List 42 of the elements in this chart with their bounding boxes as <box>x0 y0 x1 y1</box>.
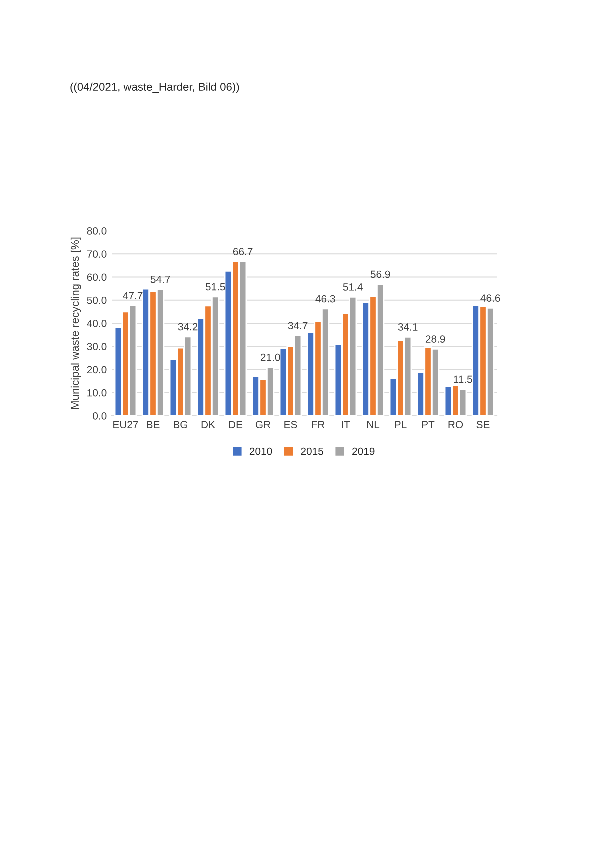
y-tick-label: 50.0 <box>87 296 107 304</box>
data-label: 46.6 <box>480 294 500 302</box>
x-tick-label: BE <box>147 421 160 428</box>
data-label: 51.4 <box>343 284 363 291</box>
data-label: 21.0 <box>260 354 280 362</box>
data-label: 66.7 <box>233 248 253 256</box>
y-tick-label: 10.0 <box>88 389 107 397</box>
legend-label: 2019 <box>352 448 375 456</box>
x-tick-label: DE <box>229 421 243 428</box>
data-label: 11.5 <box>454 376 472 384</box>
x-tick-label: EU27 <box>114 421 138 429</box>
data-label: 47.7 <box>123 292 143 300</box>
y-tick-label: 20.0 <box>87 366 107 374</box>
data-label: 34.7 <box>288 322 308 330</box>
y-axis-title: Municipal waste recycling rates [%] <box>70 238 82 410</box>
data-label: 34.2 <box>178 323 198 331</box>
x-tick-label: BG <box>174 421 188 429</box>
y-tick-label: 40.0 <box>87 320 107 328</box>
y-tick-label: 70.0 <box>87 250 107 258</box>
y-tick-label: 80.0 <box>87 228 107 235</box>
legend-label: 2015 <box>301 448 324 456</box>
data-label: 56.9 <box>370 270 390 278</box>
data-label: 51.5 <box>206 283 226 291</box>
x-tick-label: PL <box>395 421 407 428</box>
y-tick-label: 60.0 <box>87 274 107 282</box>
text: ((04/2021, waste_Harder, Bild 06)) <box>70 82 240 94</box>
y-tick-label: 0.0 <box>93 412 107 420</box>
x-tick-label: ES <box>284 421 298 429</box>
x-tick-label: DK <box>202 421 216 428</box>
y-tick-label: 30.0 <box>87 343 107 350</box>
x-tick-label: NL <box>367 421 380 428</box>
x-tick-label: SE <box>476 421 490 429</box>
data-label: 34.1 <box>398 324 418 331</box>
data-label: 28.9 <box>426 336 446 343</box>
x-tick-label: IT <box>342 421 350 428</box>
data-label: 46.3 <box>316 295 336 303</box>
data-label: 54.7 <box>150 276 170 284</box>
x-tick-label: GR <box>256 421 271 429</box>
legend-label: 2010 <box>250 448 272 456</box>
x-tick-label: PT <box>422 421 435 428</box>
x-tick-label: RO <box>448 421 464 429</box>
x-tick-label: FR <box>312 421 325 428</box>
